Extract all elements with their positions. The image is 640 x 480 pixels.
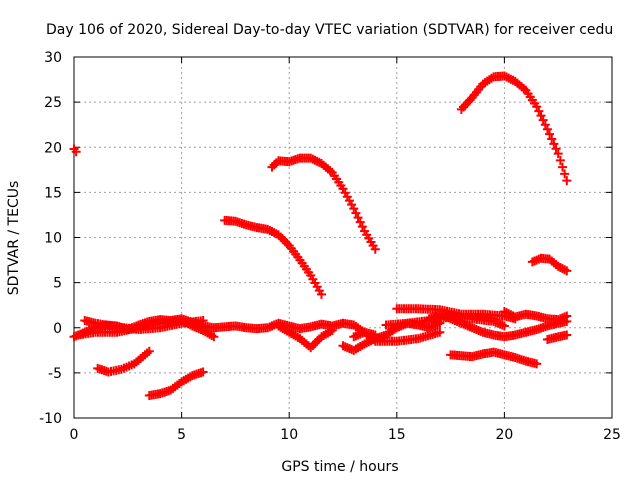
x-axis-label: GPS time / hours <box>281 459 398 475</box>
x-tick-label: 15 <box>388 427 406 443</box>
data-point <box>562 176 572 186</box>
y-tick-label: 0 <box>53 321 62 337</box>
data-point <box>351 208 361 218</box>
data-point <box>198 316 208 326</box>
x-tick-label: 5 <box>177 427 186 443</box>
data-point <box>555 155 565 165</box>
chart-title: Day 106 of 2020, Sidereal Day-to-day VTE… <box>46 22 613 38</box>
data-point <box>545 129 555 139</box>
data-point <box>209 332 219 342</box>
data-point <box>560 169 570 179</box>
y-tick-label: 25 <box>44 95 62 111</box>
data-point <box>536 111 546 121</box>
y-tick-label: 15 <box>44 185 62 201</box>
data-point <box>499 321 509 331</box>
data-point <box>71 147 81 157</box>
data-point <box>327 325 337 335</box>
data-point <box>370 244 380 254</box>
y-axis-label: SDTVAR / TECUs <box>6 181 22 296</box>
y-tick-label: 10 <box>44 231 62 247</box>
data-point <box>534 106 544 116</box>
data-point <box>538 115 548 125</box>
y-tick-label: -10 <box>39 411 62 427</box>
y-tick-label: 30 <box>44 50 62 66</box>
data-marks <box>69 71 572 400</box>
data-point <box>562 311 572 321</box>
data-point <box>435 327 445 337</box>
axis-ticks: 0 5 10 15 20 25 -10 -5 0 5 10 15 20 25 30 <box>39 50 621 443</box>
data-point <box>547 134 557 144</box>
y-tick-label: -5 <box>48 366 62 382</box>
x-tick-label: 0 <box>70 427 79 443</box>
data-point <box>549 139 559 149</box>
data-point <box>198 367 208 377</box>
data-point <box>357 222 367 232</box>
data-point <box>562 266 572 276</box>
data-point <box>558 162 568 172</box>
data-point <box>316 289 326 299</box>
x-tick-label: 10 <box>280 427 298 443</box>
data-point <box>542 124 552 134</box>
data-point <box>353 213 363 223</box>
y-tick-label: 5 <box>53 276 62 292</box>
data-point <box>355 217 365 227</box>
data-point <box>562 330 572 340</box>
data-point <box>540 120 550 130</box>
data-point <box>551 144 561 154</box>
data-point <box>553 149 563 159</box>
data-point <box>144 346 154 356</box>
data-point <box>532 102 542 112</box>
data-point <box>532 359 542 369</box>
x-tick-label: 25 <box>603 427 621 443</box>
x-tick-label: 20 <box>495 427 513 443</box>
data-point <box>349 204 359 214</box>
y-tick-label: 20 <box>44 140 62 156</box>
